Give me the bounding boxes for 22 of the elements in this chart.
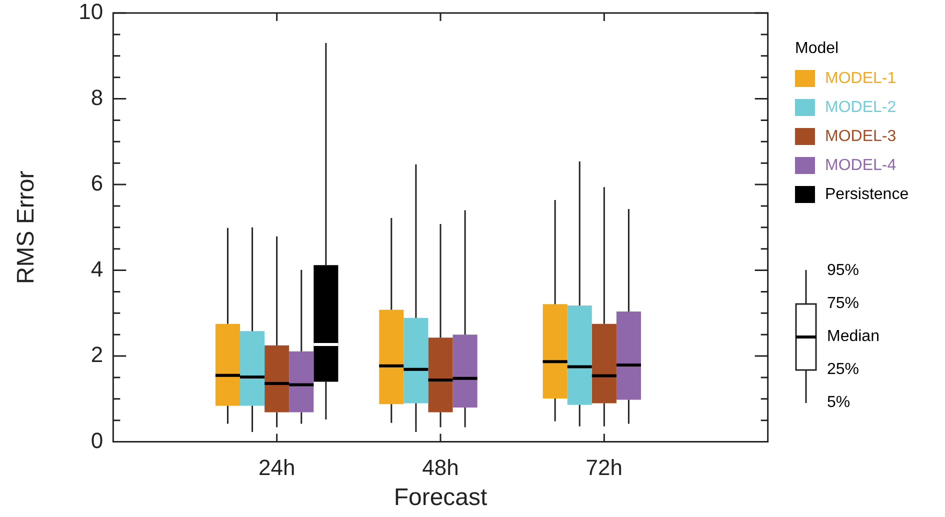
y-tick-label: 2: [90, 342, 104, 368]
y-tick-label: 10: [78, 0, 104, 24]
y-tick-label: 4: [90, 256, 104, 282]
x-axis-title: Forecast: [394, 484, 488, 512]
legend-label: MODEL-4: [825, 156, 896, 174]
x-tick-label: 72h: [586, 455, 623, 480]
legend-label: MODEL-2: [825, 98, 896, 116]
text: 95%: [827, 262, 860, 280]
legend-label: MODEL-1: [825, 70, 896, 88]
y-axis-title: RMS Error: [12, 170, 40, 284]
legend-label: Persistence: [825, 186, 909, 204]
text: 75%: [827, 295, 860, 313]
text: 5%: [827, 394, 850, 412]
x-tick-label: 48h: [422, 455, 459, 480]
y-tick-label: 8: [90, 84, 104, 110]
legend-label: MODEL-3: [825, 128, 896, 146]
legend-title: Model: [795, 40, 840, 58]
text: Median: [827, 328, 880, 346]
y-tick-label: 6: [90, 170, 104, 196]
y-tick-label: 0: [90, 428, 104, 453]
x-tick-label: 24h: [258, 455, 296, 480]
text: 25%: [827, 361, 860, 379]
